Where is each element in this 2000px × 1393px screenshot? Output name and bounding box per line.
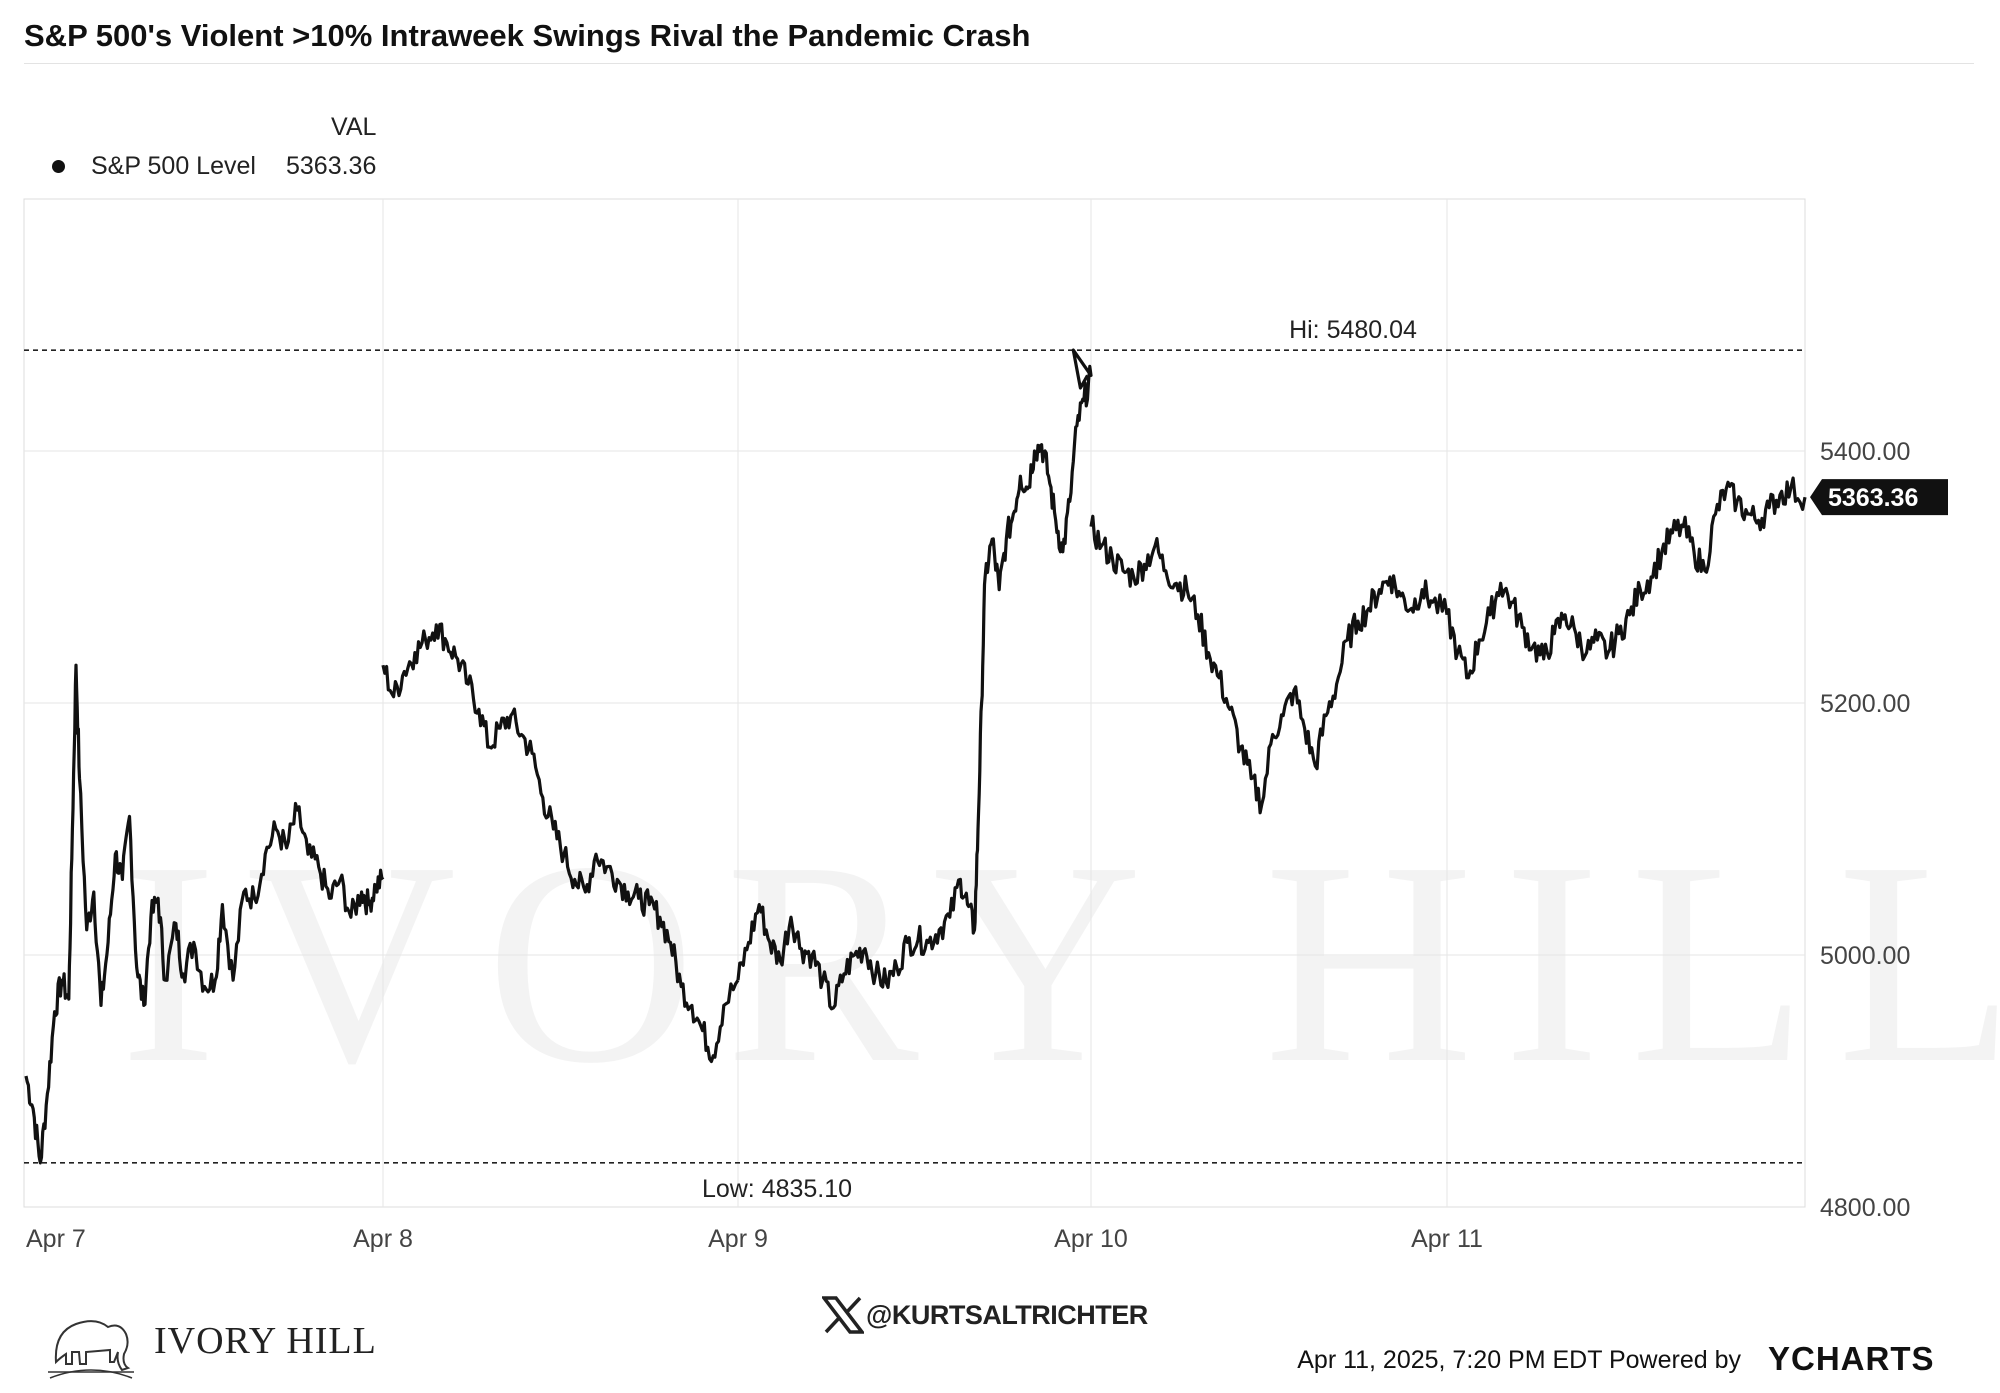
series-line-segment (736, 348, 1093, 1011)
ivory-hill-wordmark: IVORY HILL (154, 1320, 377, 1362)
low-label: Low: 4835.10 (702, 1175, 852, 1203)
y-tick-label: 5000.00 (1820, 942, 1910, 970)
y-axis: 4800.00 5000.00 5200.00 5400.00 (1820, 438, 1910, 1222)
reference-lines: Hi: 5480.04 Low: 4835.10 (24, 316, 1805, 1203)
x-logo-icon (822, 1296, 864, 1334)
title-divider (24, 63, 1974, 64)
grid (24, 199, 1805, 1207)
series-line-segment (1089, 514, 1449, 815)
series-line-segment (381, 622, 740, 1064)
watermark-text: IVORY HILL (120, 802, 2000, 1123)
legend-series-value: 5363.36 (286, 152, 377, 180)
ycharts-logo[interactable]: YCHARTS (1768, 1340, 1935, 1378)
elephant-icon (48, 1320, 134, 1379)
footer-timestamp: Apr 11, 2025, 7:20 PM EDT Powered by (1297, 1346, 1741, 1374)
x-tick-label: Apr 10 (1054, 1225, 1128, 1253)
x-tick-label: Apr 11 (1411, 1225, 1483, 1253)
ycharts-y: Y (1768, 1340, 1792, 1377)
x-tick-label: Apr 9 (708, 1225, 768, 1253)
y-tick-label: 5400.00 (1820, 438, 1910, 466)
y-tick-label: 4800.00 (1820, 1194, 1910, 1222)
ivory-hill-logo: IVORY HILL (46, 1302, 377, 1380)
legend-series-name: S&P 500 Level (91, 152, 256, 180)
last-value-label: 5363.36 (1810, 479, 1948, 516)
x-tick-label: Apr 8 (353, 1225, 413, 1253)
legend-header: VAL (331, 113, 377, 141)
legend-marker (52, 160, 65, 173)
legend-entry[interactable]: S&P 500 Level 5363.36 (52, 152, 376, 181)
last-value-text: 5363.36 (1828, 484, 1918, 512)
x-axis: Apr 7 Apr 8 Apr 9 Apr 10 Apr 11 (26, 1225, 1483, 1253)
y-tick-label: 5200.00 (1820, 690, 1910, 718)
social-handle[interactable]: @KURTSALTRICHTER (822, 1296, 1148, 1334)
hi-label: Hi: 5480.04 (1289, 316, 1417, 344)
series-line-segment (1445, 476, 1807, 680)
last-value-flag (1810, 479, 1948, 516)
ivory-hill-watermark: IVORY HILL (120, 802, 2000, 1123)
handle-text: @KURTSALTRICHTER (866, 1299, 1148, 1330)
series-s-and-p-500-level (24, 348, 1807, 1165)
series-line-segment (24, 663, 385, 1165)
x-tick-label: Apr 7 (26, 1225, 86, 1253)
chart-title: S&P 500's Violent >10% Intraweek Swings … (24, 18, 1031, 53)
ycharts-rest: CHARTS (1791, 1340, 1935, 1377)
